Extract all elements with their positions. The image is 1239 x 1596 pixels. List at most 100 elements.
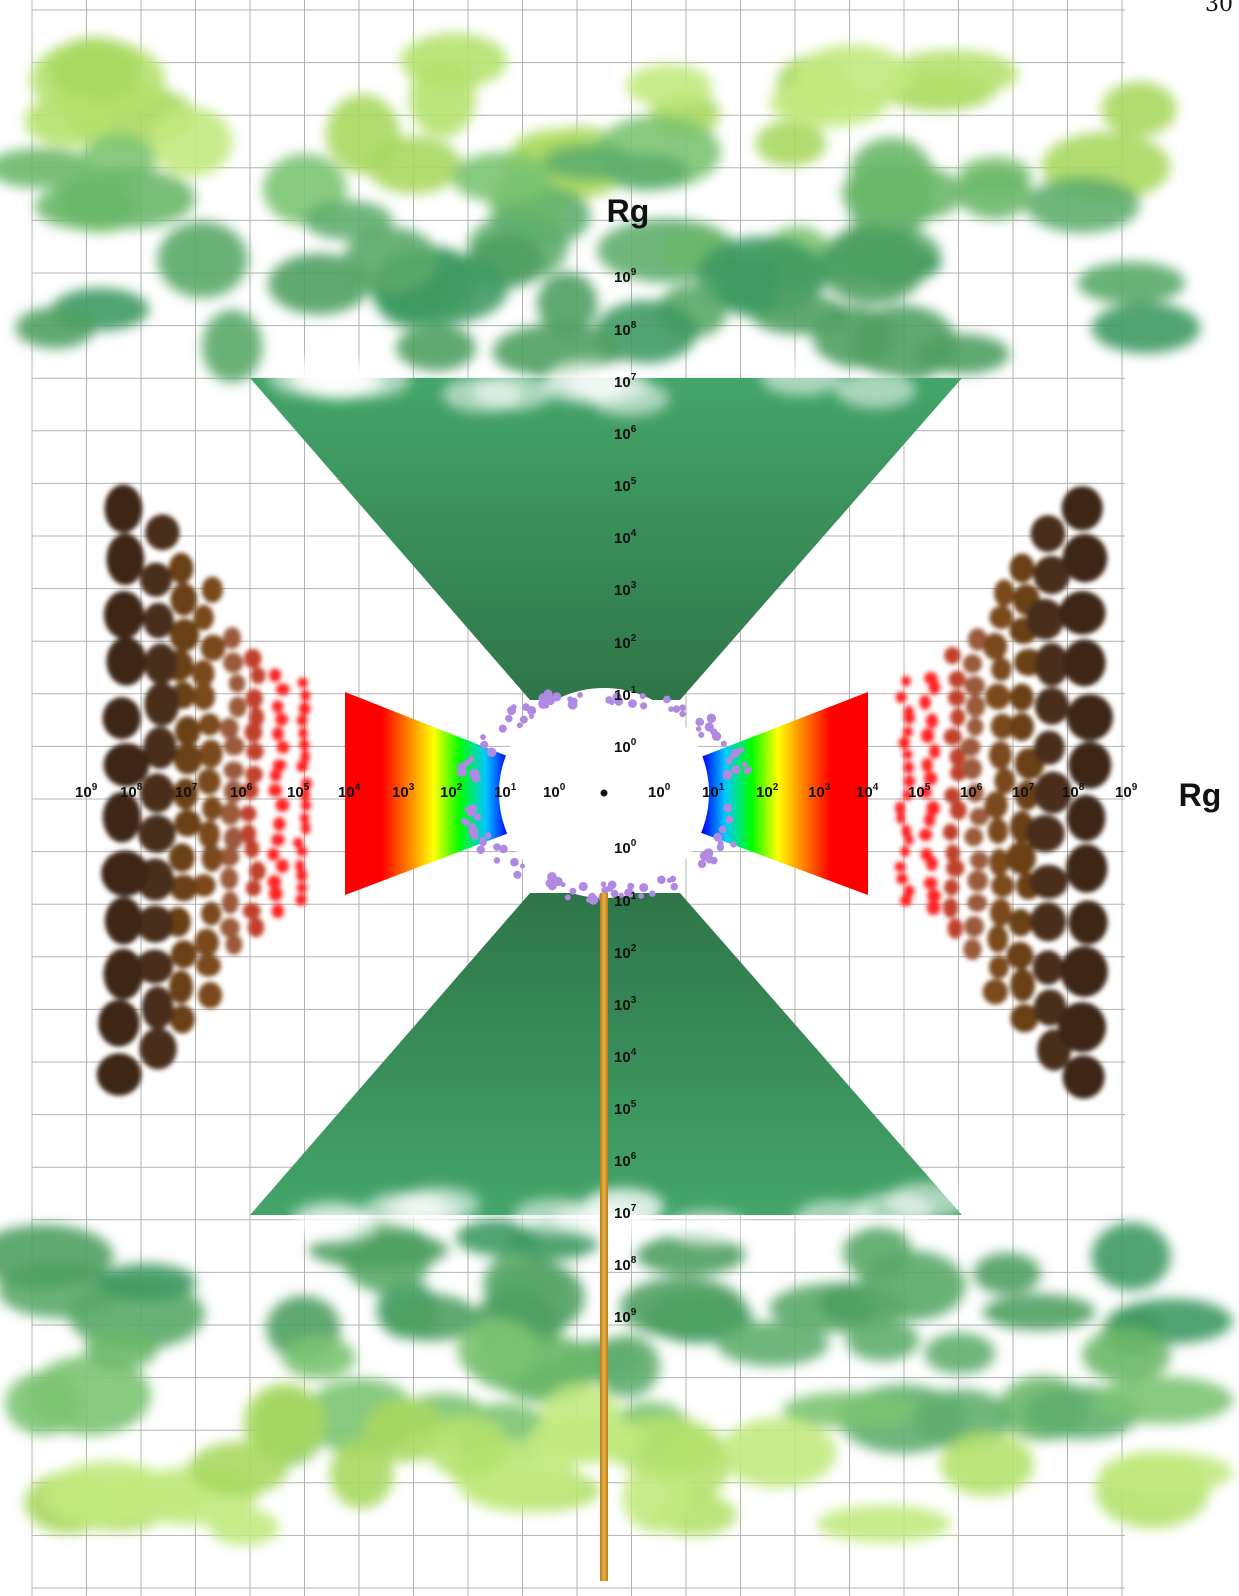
tick-base: 10	[614, 1205, 631, 1222]
canopy-gap	[472, 374, 553, 411]
canopy-blob	[859, 1250, 966, 1321]
canopy-blob	[846, 1319, 920, 1362]
tick-base: 10	[614, 997, 631, 1014]
soil-particle	[298, 702, 311, 716]
tick-label: 101	[702, 782, 725, 801]
soil-particle	[246, 742, 264, 761]
tick-base: 10	[648, 784, 665, 801]
purple-particle	[463, 819, 470, 827]
canopy-blob	[329, 1438, 394, 1509]
soil-particle	[201, 901, 222, 926]
canopy-blob	[150, 106, 233, 177]
canopy-blob	[782, 1391, 921, 1428]
tick-label: 103	[392, 782, 415, 801]
soil-particle	[242, 902, 261, 920]
soil-particle	[1029, 864, 1069, 899]
tick-exponent: 9	[1132, 782, 1138, 793]
soil-particle	[1068, 741, 1112, 789]
tick-exponent: 2	[631, 943, 637, 954]
purple-particle	[476, 845, 486, 854]
canopy-blob	[715, 252, 781, 316]
tick-exponent: 4	[631, 1047, 637, 1058]
soil-particle	[103, 948, 144, 1000]
purple-particle	[466, 807, 476, 817]
tick-label: 105	[908, 782, 931, 801]
canopy-blob	[1101, 81, 1177, 137]
canopy-blob	[940, 1432, 1034, 1497]
tick-base: 10	[856, 784, 873, 801]
tick-exponent: 1	[631, 891, 637, 902]
tick-base: 10	[338, 784, 355, 801]
tick-label: 105	[287, 782, 310, 801]
tick-label: 104	[338, 782, 361, 801]
soil-particle	[963, 938, 982, 961]
soil-particle	[168, 843, 195, 873]
tick-label: 109	[1115, 782, 1138, 801]
purple-particle	[720, 740, 727, 747]
purple-particle	[516, 722, 523, 729]
soil-particle	[895, 801, 906, 815]
purple-particle	[628, 890, 635, 896]
upper-forest-cone	[250, 378, 962, 700]
tick-exponent: 6	[977, 782, 983, 793]
purple-particle	[639, 883, 649, 893]
purple-particle	[505, 714, 513, 723]
tick-base: 10	[1062, 784, 1079, 801]
left-spectrum-fan	[345, 692, 530, 895]
tick-exponent: 8	[631, 1255, 637, 1266]
tick-exponent: 5	[304, 782, 310, 793]
purple-particle	[640, 702, 648, 710]
tick-base: 10	[614, 1309, 631, 1326]
canopy-blob	[755, 120, 827, 167]
soil-particle	[296, 869, 307, 882]
soil-particle	[983, 633, 1008, 660]
soil-particle	[292, 837, 304, 848]
soil-particle	[895, 691, 907, 704]
soil-particle	[947, 918, 963, 939]
canopy-blob	[848, 137, 934, 214]
soil-particle	[1015, 780, 1039, 811]
tick-label: 106	[960, 782, 983, 801]
canopy-blob	[396, 324, 477, 372]
canopy-blob	[604, 153, 690, 191]
purple-particle	[668, 706, 674, 712]
soil-particle	[990, 713, 1015, 740]
soil-particle	[924, 812, 936, 827]
purple-particle	[471, 773, 481, 783]
tick-base: 10	[494, 784, 511, 801]
purple-particle	[628, 699, 637, 708]
tick-exponent: 5	[631, 1099, 637, 1110]
tick-exponent: 3	[631, 995, 637, 1006]
tick-label: 100	[648, 782, 671, 801]
soil-particle	[1034, 642, 1069, 687]
tick-exponent: 6	[631, 424, 637, 435]
canopy-blob	[24, 95, 111, 147]
vertical-axis-title: Rg	[607, 193, 650, 229]
purple-particle	[657, 875, 666, 885]
soil-particle	[964, 916, 985, 938]
soil-particle	[989, 898, 1012, 927]
tick-label: 109	[75, 782, 98, 801]
soil-particle	[169, 618, 200, 652]
purple-particle	[519, 715, 528, 724]
tick-label: 105	[614, 476, 637, 495]
soil-particle	[247, 917, 265, 938]
soil-particle	[268, 783, 283, 797]
tick-exponent: 4	[355, 782, 361, 793]
soil-particle	[269, 769, 282, 782]
soil-particle	[194, 928, 219, 957]
soil-particle	[946, 859, 965, 877]
soil-particle	[926, 900, 941, 916]
soil-particle	[296, 846, 308, 857]
purple-particle	[710, 728, 718, 736]
purple-particle	[553, 876, 563, 887]
purple-particle	[670, 882, 679, 891]
tick-label: 100	[614, 838, 637, 857]
purple-particle	[479, 836, 486, 842]
canopy-blob	[48, 36, 142, 103]
soil-particle	[1033, 989, 1067, 1027]
tick-exponent: 3	[631, 580, 637, 591]
canopy-blob	[451, 152, 553, 203]
canopy-blob	[202, 309, 263, 383]
